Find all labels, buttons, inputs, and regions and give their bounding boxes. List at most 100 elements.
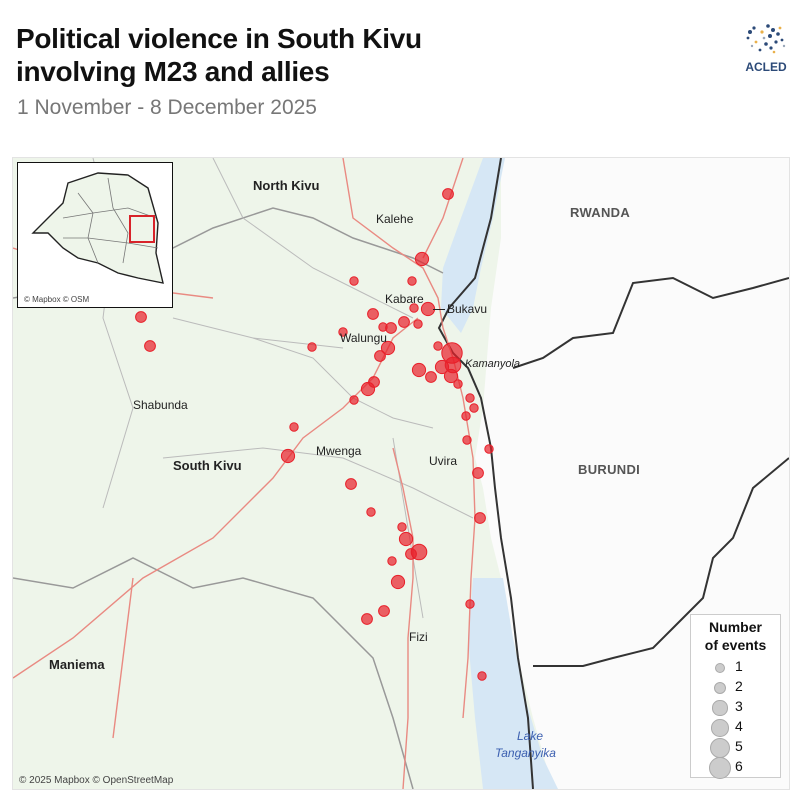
label-lake-2: Tanganyika bbox=[495, 746, 556, 760]
label-maniema: Maniema bbox=[49, 657, 105, 672]
event-marker[interactable] bbox=[398, 316, 410, 328]
event-marker[interactable] bbox=[465, 393, 475, 403]
logo-text: ACLED bbox=[745, 60, 787, 74]
legend-item: 3 bbox=[691, 697, 780, 717]
legend-circle-icon bbox=[708, 756, 732, 780]
event-marker[interactable] bbox=[361, 613, 373, 625]
label-kabare: Kabare bbox=[385, 292, 424, 306]
legend-label: 4 bbox=[735, 718, 743, 734]
event-marker[interactable] bbox=[289, 422, 299, 432]
event-marker[interactable] bbox=[144, 340, 156, 352]
legend-item: 1 bbox=[691, 657, 780, 677]
event-marker[interactable] bbox=[397, 522, 407, 532]
event-marker[interactable] bbox=[409, 303, 419, 313]
legend-circle-icon bbox=[711, 719, 729, 737]
event-marker[interactable] bbox=[433, 341, 443, 351]
legend-circle-icon bbox=[710, 738, 730, 758]
event-marker[interactable] bbox=[378, 605, 390, 617]
lake-kivu bbox=[441, 158, 505, 333]
event-marker[interactable] bbox=[349, 276, 359, 286]
legend-label: 3 bbox=[735, 698, 743, 714]
label-bukavu: Bukavu bbox=[447, 302, 488, 316]
event-markers bbox=[135, 188, 494, 681]
event-marker[interactable] bbox=[385, 322, 397, 334]
legend-circle-icon bbox=[712, 700, 728, 716]
event-marker[interactable] bbox=[387, 556, 397, 566]
subtitle: 1 November - 8 December 2025 bbox=[17, 96, 317, 119]
title-line-1: Political violence in South Kivu bbox=[16, 23, 422, 54]
event-marker[interactable] bbox=[462, 435, 472, 445]
legend-title-line-2: of events bbox=[704, 637, 767, 653]
event-marker[interactable] bbox=[135, 311, 147, 323]
acled-logo: ACLED bbox=[740, 18, 792, 74]
rwanda-burundi-border bbox=[512, 276, 789, 369]
legend: Number of events 1 2 3 4 5 6 bbox=[690, 614, 781, 780]
legend-label: 6 bbox=[735, 758, 743, 774]
event-marker[interactable] bbox=[453, 379, 463, 389]
label-uvira: Uvira bbox=[429, 454, 458, 468]
event-marker[interactable] bbox=[414, 251, 430, 267]
lake-tanganyika bbox=[468, 578, 558, 789]
event-marker[interactable] bbox=[484, 444, 494, 454]
label-kamanyola: Kamanyola bbox=[465, 358, 521, 370]
event-marker[interactable] bbox=[280, 448, 296, 464]
event-marker[interactable] bbox=[405, 548, 417, 560]
event-marker[interactable] bbox=[307, 342, 317, 352]
legend-item: 6 bbox=[691, 756, 780, 780]
event-marker[interactable] bbox=[398, 531, 414, 547]
event-marker[interactable] bbox=[368, 376, 380, 388]
event-marker[interactable] bbox=[380, 340, 396, 356]
label-shabunda: Shabunda bbox=[133, 398, 188, 412]
map-canvas[interactable]: North Kivu Kalehe RWANDA Kabare Bukavu W… bbox=[12, 157, 790, 790]
area-of-interest-box bbox=[129, 215, 155, 243]
event-marker[interactable] bbox=[411, 362, 427, 378]
label-burundi: BURUNDI bbox=[578, 462, 641, 477]
event-marker[interactable] bbox=[477, 671, 487, 681]
title-line-2: involving M23 and allies bbox=[16, 56, 330, 87]
event-marker[interactable] bbox=[390, 574, 406, 590]
label-kalehe: Kalehe bbox=[376, 212, 414, 226]
event-marker[interactable] bbox=[338, 327, 348, 337]
event-marker[interactable] bbox=[349, 395, 359, 405]
event-marker[interactable] bbox=[374, 350, 386, 362]
drc-outline bbox=[31, 172, 164, 284]
legend-label: 2 bbox=[735, 678, 743, 694]
event-marker[interactable] bbox=[420, 301, 436, 317]
event-marker[interactable] bbox=[413, 319, 423, 329]
legend-item: 2 bbox=[691, 677, 780, 697]
legend-item: 4 bbox=[691, 717, 780, 737]
event-marker[interactable] bbox=[461, 411, 471, 421]
event-marker[interactable] bbox=[465, 599, 475, 609]
label-walungu: Walungu bbox=[340, 331, 387, 345]
label-north-kivu: North Kivu bbox=[253, 178, 320, 193]
event-marker[interactable] bbox=[442, 188, 454, 200]
event-marker[interactable] bbox=[472, 467, 484, 479]
burundi-border bbox=[533, 457, 789, 667]
label-mwenga: Mwenga bbox=[316, 444, 362, 458]
map-title: Political violence in South Kivu involvi… bbox=[16, 22, 422, 88]
legend-label: 5 bbox=[735, 738, 743, 754]
legend-label: 1 bbox=[735, 658, 743, 674]
label-south-kivu: South Kivu bbox=[173, 458, 242, 473]
globe-dots-icon bbox=[746, 24, 786, 54]
bukavu-leader-line bbox=[433, 309, 445, 310]
event-marker[interactable] bbox=[345, 478, 357, 490]
inset-attribution: © Mapbox © OSM bbox=[24, 295, 90, 304]
event-marker[interactable] bbox=[367, 308, 379, 320]
legend-circle-icon bbox=[713, 681, 727, 695]
event-marker[interactable] bbox=[443, 368, 459, 384]
locator-inset-map: © Mapbox © OSM bbox=[17, 162, 173, 308]
event-marker[interactable] bbox=[425, 371, 437, 383]
event-marker[interactable] bbox=[474, 512, 486, 524]
label-rwanda: RWANDA bbox=[570, 205, 631, 220]
map-attribution[interactable]: © 2025 Mapbox © OpenStreetMap bbox=[19, 775, 174, 786]
label-fizi: Fizi bbox=[409, 630, 428, 644]
event-marker[interactable] bbox=[366, 507, 376, 517]
event-marker[interactable] bbox=[407, 276, 417, 286]
legend-item: 5 bbox=[691, 737, 780, 758]
event-marker[interactable] bbox=[469, 403, 479, 413]
label-lake-1: Lake bbox=[517, 729, 544, 743]
national-border bbox=[437, 158, 534, 789]
legend-title: Number of events bbox=[691, 618, 780, 654]
legend-circle-icon bbox=[714, 662, 726, 674]
